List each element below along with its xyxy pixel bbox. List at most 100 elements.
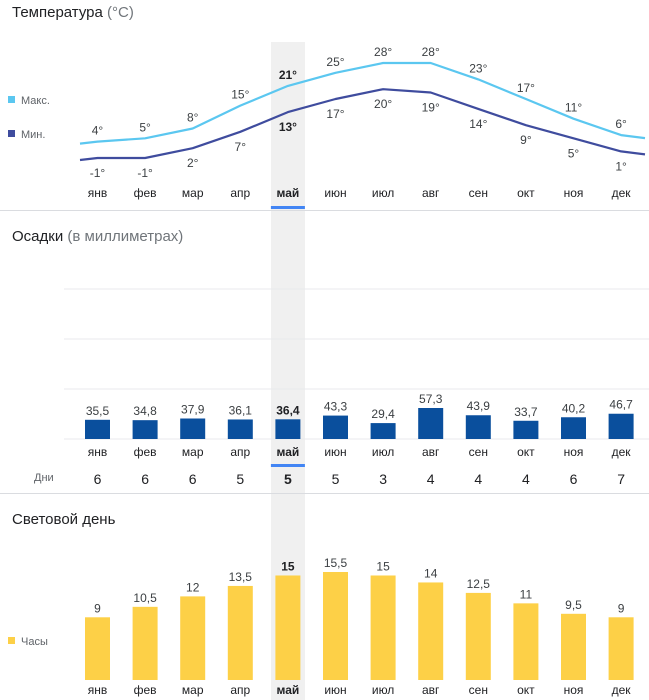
legend-max-label: Макс.: [21, 95, 50, 107]
daylight-bar: [418, 582, 444, 680]
precipitation-month-label: авг: [422, 445, 440, 459]
precipitation-bar: [132, 420, 158, 439]
rain-days-value: 6: [570, 471, 578, 487]
daylight-value-label: 15: [376, 559, 390, 573]
max-temperature-label: 4°: [92, 124, 104, 138]
daylight-value-label: 9: [94, 601, 101, 615]
max-temperature-label: 5°: [139, 120, 151, 134]
daylight-value-label: 14: [424, 566, 438, 580]
daylight-month-label: май: [277, 683, 300, 697]
temperature-month-label: июл: [372, 186, 394, 200]
precipitation-selected-marker: [270, 464, 305, 467]
temperature-title-text: Температура: [12, 4, 103, 21]
max-temperature-label: 15°: [231, 88, 249, 102]
daylight-month-label: апр: [230, 683, 250, 697]
min-temperature-label: 5°: [568, 146, 580, 160]
daylight-section: Световой день Часы 9 10,5 12 13,5 15 15,5 15 14…: [0, 494, 649, 700]
precipitation-bar: [561, 417, 586, 439]
precipitation-value-label: 40,2: [562, 401, 586, 415]
precipitation-bar: [85, 419, 110, 439]
precipitation-bar: [513, 420, 539, 439]
precipitation-month-label: фев: [134, 445, 157, 459]
legend-hours-label: Часы: [21, 636, 48, 648]
rain-days-value: 7: [617, 471, 625, 487]
temperature-title: Температура (°C): [12, 4, 134, 21]
daylight-month-label: дек: [612, 683, 632, 697]
min-temperature-label: -1°: [137, 166, 153, 180]
rain-days-value: 4: [427, 471, 435, 487]
daylight-bar: [465, 592, 491, 680]
rain-days-value: 6: [189, 471, 197, 487]
precipitation-bar: [465, 415, 491, 439]
precipitation-bar: [418, 408, 444, 439]
daylight-month-label: сен: [469, 683, 488, 697]
precipitation-month-label: янв: [88, 445, 108, 459]
rain-days-value: 5: [284, 471, 292, 487]
daylight-bar: [275, 575, 301, 680]
precipitation-value-label: 46,7: [609, 398, 633, 412]
daylight-bar: [513, 603, 539, 680]
daylight-chart: 9 10,5 12 13,5 15 15,5 15 14 12,5 11 9,5 9 янв фев мар…: [85, 556, 634, 697]
divider-2: [0, 493, 649, 494]
precipitation-chart: 35,5 34,8 37,9 36,1 36,4 43,3 29,4 57,3 43,9 33,7…: [64, 288, 649, 487]
min-temperature-label: 9°: [520, 133, 532, 147]
precipitation-section: Осадки (в миллиметрах) Дни 35,5 34,8 37,9 3…: [0, 211, 649, 493]
legend-max: Макс.: [8, 95, 50, 107]
min-temperature-label: -1°: [90, 166, 106, 180]
precipitation-bar: [370, 423, 396, 439]
precipitation-value-label: 57,3: [419, 392, 443, 406]
daylight-month-label: авг: [422, 683, 440, 697]
max-temperature-label: 8°: [187, 111, 199, 125]
min-temperature-line: [79, 88, 646, 162]
precipitation-value-label: 29,4: [371, 407, 395, 421]
max-temperature-label: 23°: [469, 61, 487, 75]
daylight-title: Световой день: [12, 511, 116, 528]
legend-hours: Часы: [8, 636, 48, 648]
precipitation-bar: [323, 415, 348, 439]
daylight-value-label: 9,5: [565, 598, 582, 612]
rain-days-value: 5: [332, 471, 340, 487]
temperature-month-label: апр: [230, 186, 250, 200]
legend-min: Мин.: [8, 129, 45, 141]
max-temperature-label: 11°: [565, 101, 582, 115]
daylight-value-label: 13,5: [229, 570, 253, 584]
daylight-month-label: ноя: [564, 683, 584, 697]
daylight-bar: [608, 617, 634, 680]
daylight-month-label: мар: [182, 683, 204, 697]
max-temperature-label: 21°: [279, 68, 297, 82]
daylight-month-label: июл: [372, 683, 394, 697]
precipitation-month-label: мар: [182, 445, 204, 459]
precipitation-month-label: июл: [372, 445, 394, 459]
precipitation-month-label: окт: [517, 445, 535, 459]
max-temperature-line: [79, 61, 646, 145]
daylight-month-label: окт: [517, 683, 535, 697]
precipitation-month-label: сен: [469, 445, 488, 459]
rain-days-value: 6: [94, 471, 102, 487]
rain-days-value: 6: [141, 471, 149, 487]
temperature-month-label: июн: [324, 186, 346, 200]
precipitation-bar: [275, 419, 301, 439]
precipitation-value-label: 37,9: [181, 402, 205, 416]
precipitation-value-label: 36,4: [276, 403, 300, 417]
legend-min-label: Мин.: [21, 129, 46, 141]
divider-1: [0, 210, 649, 211]
max-temperature-label: 28°: [422, 45, 440, 59]
temperature-month-label: фев: [134, 186, 157, 200]
daylight-value-label: 11: [520, 587, 533, 601]
rain-days-value: 4: [474, 471, 482, 487]
precipitation-value-label: 36,1: [229, 403, 253, 417]
precipitation-bar: [608, 413, 634, 439]
min-temperature-label: 1°: [615, 159, 627, 173]
rain-days-value: 3: [379, 471, 387, 487]
precipitation-month-label: дек: [612, 445, 632, 459]
daylight-bar: [180, 596, 206, 680]
daylight-bar: [85, 617, 110, 680]
daylight-value-label: 12,5: [467, 577, 491, 591]
daylight-value-label: 9: [618, 601, 625, 615]
precipitation-month-label: ноя: [564, 445, 584, 459]
temperature-month-label: сен: [469, 186, 488, 200]
min-temperature-label: 14°: [469, 117, 487, 131]
min-temperature-label: 17°: [326, 107, 344, 121]
rain-days-value: 4: [522, 471, 530, 487]
temperature-month-label: окт: [517, 186, 535, 200]
